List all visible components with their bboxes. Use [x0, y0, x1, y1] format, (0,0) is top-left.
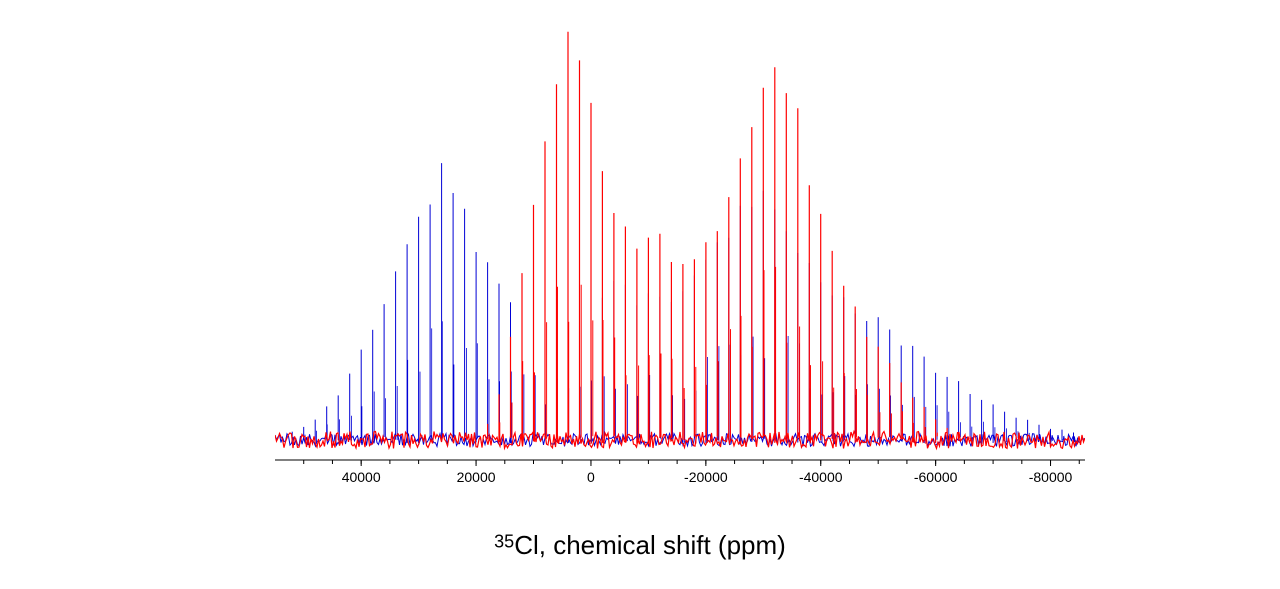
spectrum-svg: 40000 20000 0 -20000 -40000 -60000 -80000 [275, 10, 1085, 490]
x-axis-tick-label: 20000 [457, 469, 496, 485]
x-axis-tick-label: 40000 [342, 469, 381, 485]
x-axis-tick-label: 0 [587, 469, 595, 485]
x-axis-label: 35Cl, chemical shift (ppm) [0, 530, 1280, 561]
nmr-spectrum-chart: 40000 20000 0 -20000 -40000 -60000 -80000 [275, 10, 1085, 490]
x-axis-tick-label: -20000 [684, 469, 728, 485]
x-axis-label-text: Cl, chemical shift (ppm) [514, 530, 786, 560]
x-axis-label-superscript: 35 [494, 532, 514, 552]
x-axis-tick-label: -40000 [799, 469, 843, 485]
x-axis-tick-label: -60000 [914, 469, 958, 485]
x-axis-tick-label: -80000 [1029, 469, 1073, 485]
